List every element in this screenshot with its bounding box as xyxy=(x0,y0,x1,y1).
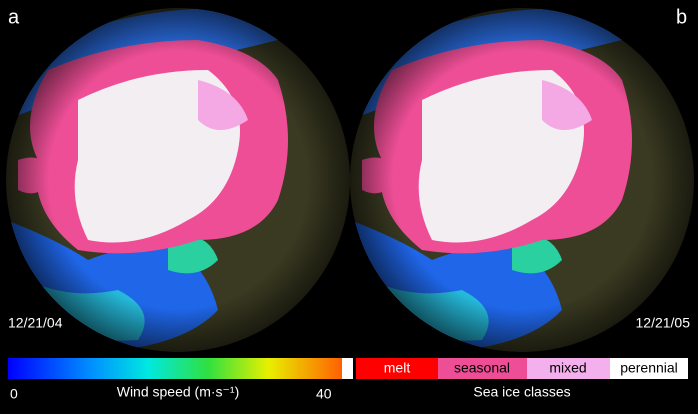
globe-a xyxy=(6,8,350,352)
panel-date: 12/21/05 xyxy=(636,315,691,331)
legend-label: perennial xyxy=(620,360,678,376)
legend-swatch xyxy=(610,358,688,379)
legend-swatch xyxy=(527,358,610,379)
legend-label: melt xyxy=(384,360,411,376)
colorbar-max: 40 xyxy=(316,386,332,402)
colorbar-title: Wind speed (m·s⁻¹) xyxy=(117,384,240,400)
legend-label: mixed xyxy=(549,360,586,376)
legend-title: Sea ice classes xyxy=(473,384,570,400)
legend-label: seasonal xyxy=(454,360,510,376)
colorbar-end xyxy=(342,358,353,379)
colorbar-min: 0 xyxy=(10,386,18,402)
panel-letter: b xyxy=(676,6,687,28)
panel-date: 12/21/04 xyxy=(8,315,63,331)
globe-b xyxy=(350,8,694,352)
panel-letter: a xyxy=(8,6,20,28)
legend-swatch xyxy=(438,358,527,379)
legend-swatch xyxy=(356,358,438,379)
colorbar xyxy=(8,358,342,379)
